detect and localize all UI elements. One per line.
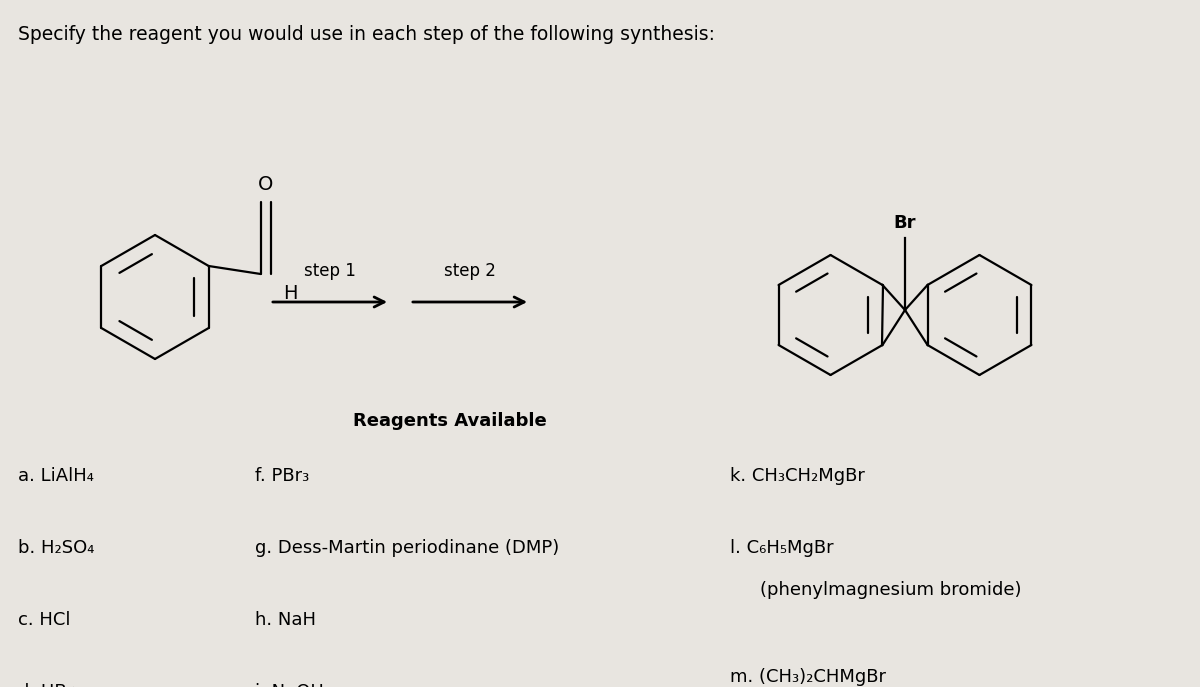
Text: i. NaOH: i. NaOH (254, 683, 324, 687)
Text: f. PBr₃: f. PBr₃ (254, 467, 310, 485)
Text: m. (CH₃)₂CHMgBr: m. (CH₃)₂CHMgBr (730, 668, 886, 686)
Text: l. C₆H₅MgBr: l. C₆H₅MgBr (730, 539, 834, 557)
Text: step 1: step 1 (304, 262, 356, 280)
Text: c. HCl: c. HCl (18, 611, 71, 629)
Text: h. NaH: h. NaH (254, 611, 316, 629)
Text: b. H₂SO₄: b. H₂SO₄ (18, 539, 95, 557)
Text: k. CH₃CH₂MgBr: k. CH₃CH₂MgBr (730, 467, 865, 485)
Text: a. LiAlH₄: a. LiAlH₄ (18, 467, 94, 485)
Text: H: H (283, 284, 298, 303)
Text: g. Dess-Martin periodinane (DMP): g. Dess-Martin periodinane (DMP) (254, 539, 559, 557)
Text: step 2: step 2 (444, 262, 496, 280)
Text: (phenylmagnesium bromide): (phenylmagnesium bromide) (760, 581, 1021, 599)
Text: O: O (258, 175, 274, 194)
Text: Br: Br (894, 214, 917, 232)
Text: Reagents Available: Reagents Available (353, 412, 547, 430)
Text: d. HBr: d. HBr (18, 683, 74, 687)
Text: Specify the reagent you would use in each step of the following synthesis:: Specify the reagent you would use in eac… (18, 25, 715, 44)
